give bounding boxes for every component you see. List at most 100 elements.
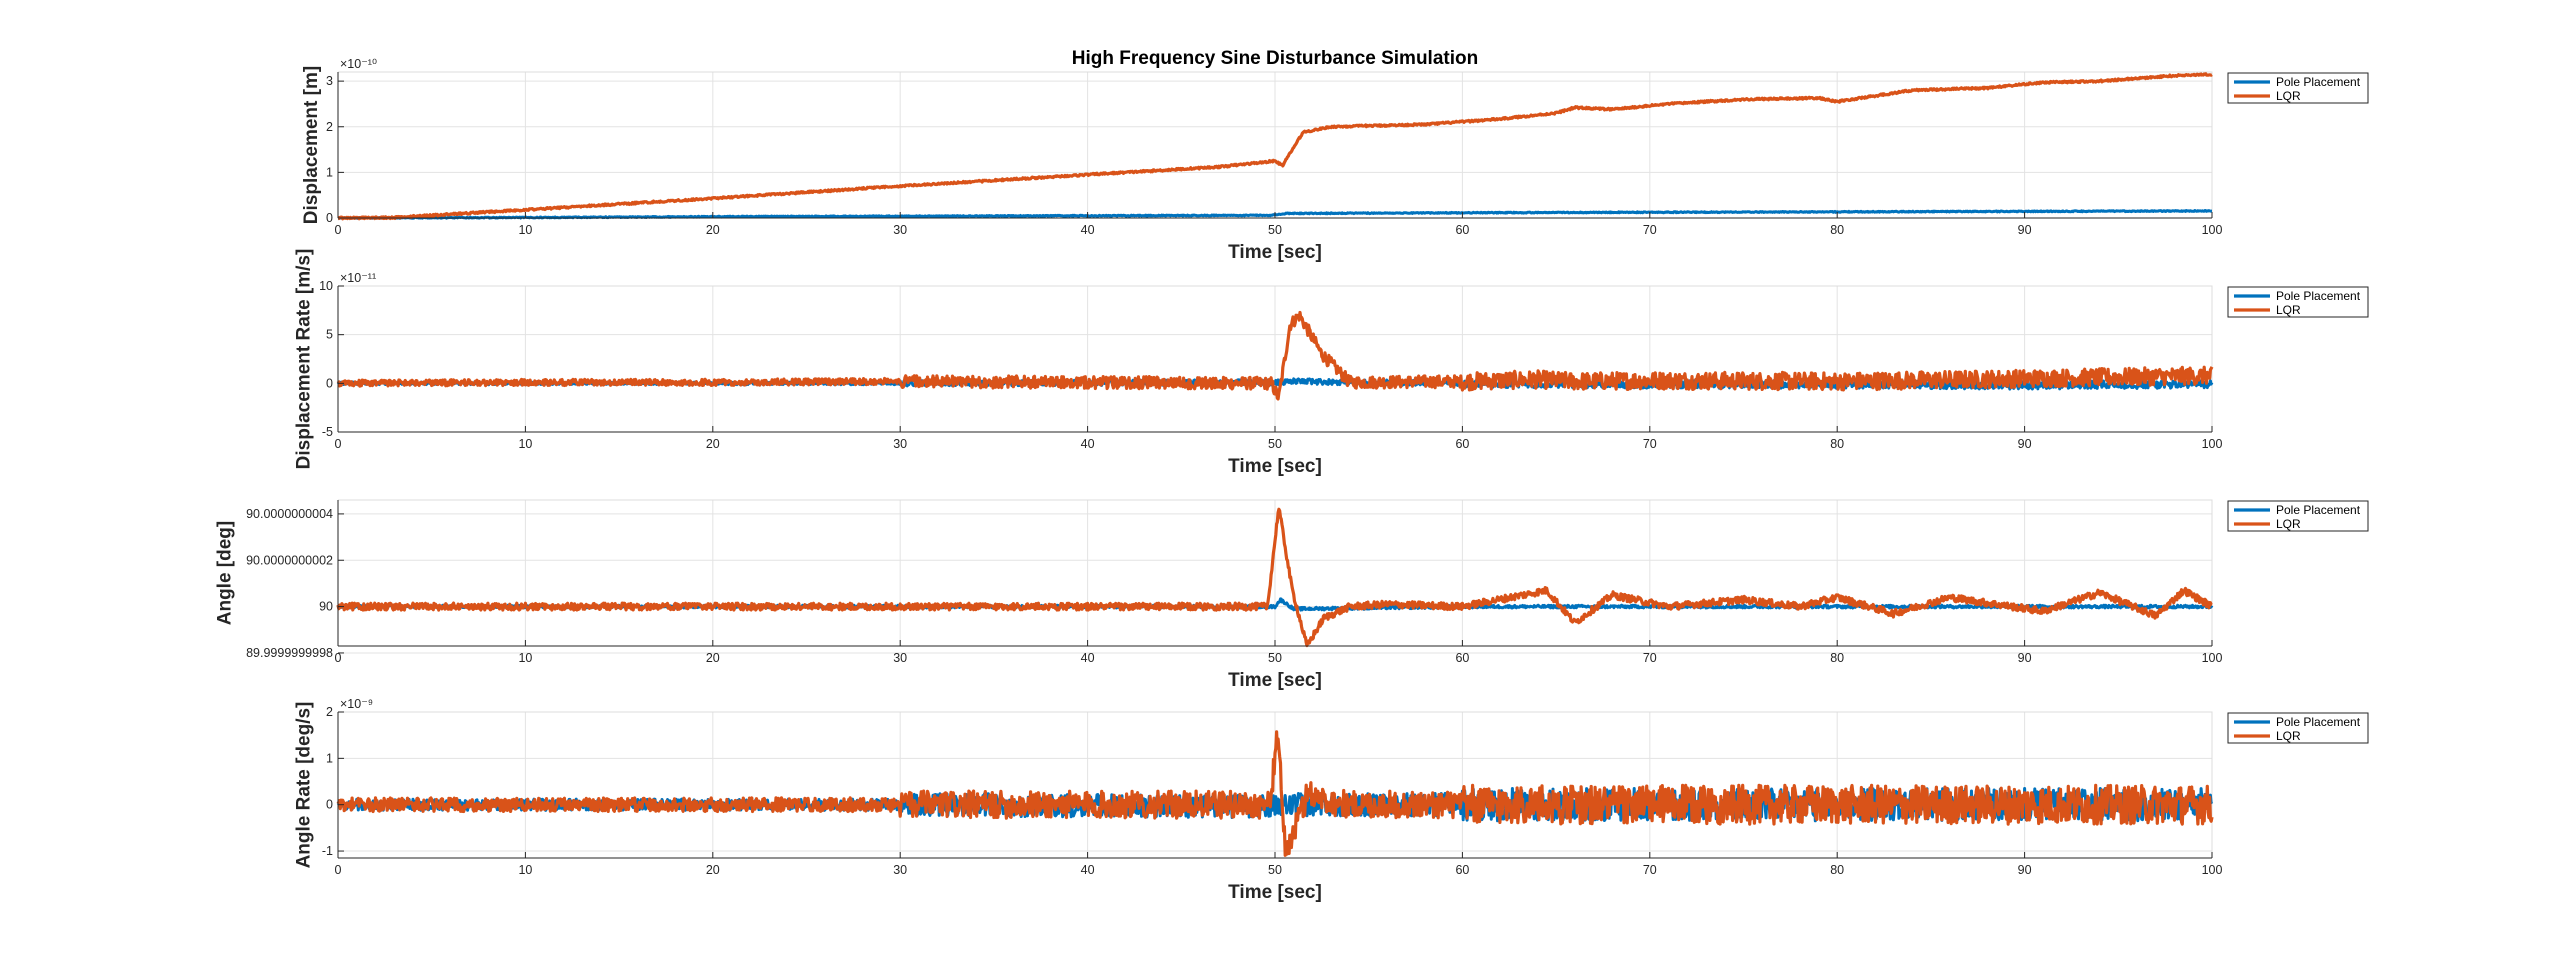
y-tick-label: 90.0000000002 (246, 553, 333, 567)
y-exponent-label: ×10⁻¹¹ (340, 271, 376, 285)
x-tick-label: 60 (1455, 223, 1469, 237)
x-tick-label: 20 (706, 863, 720, 877)
y-tick-label: 3 (326, 74, 333, 88)
x-tick-label: 60 (1455, 863, 1469, 877)
legend-entry: Pole Placement (2276, 289, 2361, 303)
y-tick-label: 1 (326, 165, 333, 179)
subplot-1: 0 10 20 30 40 50 60 70 80 90 100 0 1 2 3 ×10⁻¹⁰ Time [se… (301, 57, 2369, 263)
x-tick-label: 40 (1081, 651, 1095, 665)
x-axis-title: Time [sec] (1228, 242, 1322, 263)
figure-title: High Frequency Sine Disturbance Simulati… (1072, 48, 1478, 69)
x-tick-label: 70 (1643, 651, 1657, 665)
x-tick-label: 80 (1830, 863, 1844, 877)
axes-frame (338, 711, 2213, 858)
x-tick-label: 80 (1830, 651, 1844, 665)
x-tick-label: 10 (518, 651, 532, 665)
x-tick-label: 0 (335, 223, 342, 237)
legend-box (2227, 72, 2369, 104)
y-tick-label: 10 (319, 279, 333, 293)
x-tick-label: 50 (1268, 651, 1282, 665)
x-axis-title: Time [sec] (1228, 882, 1322, 903)
y-axis-title: Angle [deg] (214, 521, 235, 626)
x-tick-label: 30 (893, 223, 907, 237)
x-tick-label: 90 (2018, 863, 2032, 877)
y-tick-label: 2 (326, 120, 333, 134)
y-tick-label: -5 (322, 425, 333, 439)
y-tick-label: 90.0000000004 (246, 507, 333, 521)
x-axis-title: Time [sec] (1228, 456, 1322, 477)
legend-box (2227, 712, 2369, 744)
x-tick-label: 80 (1830, 437, 1844, 451)
x-tick-label: 20 (706, 223, 720, 237)
subplot-3: 0 10 20 30 40 50 60 70 80 90 100 89.9999999998 90 90.… (214, 499, 2369, 691)
x-tick-label: 70 (1643, 437, 1657, 451)
legend-box (2227, 286, 2369, 318)
x-tick-label: 50 (1268, 863, 1282, 877)
y-axis-title: Angle Rate [deg/s] (294, 702, 315, 869)
legend-entry: Pole Placement (2276, 75, 2361, 89)
x-tick-label: 60 (1455, 651, 1469, 665)
x-tick-label: 100 (2202, 651, 2223, 665)
x-tick-label: 50 (1268, 437, 1282, 451)
x-tick-label: 20 (706, 651, 720, 665)
y-tick-label: 2 (326, 705, 333, 719)
x-tick-label: 40 (1081, 223, 1095, 237)
series-line-lqr (336, 507, 2213, 648)
y-tick-label: 90 (319, 600, 333, 614)
legend-entry: LQR (2276, 303, 2301, 317)
y-exponent-label: ×10⁻⁹ (340, 697, 373, 711)
y-tick-label: 0 (326, 376, 333, 390)
x-tick-label: 40 (1081, 437, 1095, 451)
legend-entry: LQR (2276, 89, 2301, 103)
legend-entry: LQR (2276, 729, 2301, 743)
y-exponent-label: ×10⁻¹⁰ (340, 57, 377, 71)
x-axis-title: Time [sec] (1228, 670, 1322, 691)
x-tick-label: 20 (706, 437, 720, 451)
y-tick-label: 1 (326, 751, 333, 765)
x-tick-label: 0 (335, 651, 342, 665)
x-tick-label: 70 (1643, 863, 1657, 877)
x-tick-label: 10 (518, 863, 532, 877)
x-tick-label: 80 (1830, 223, 1844, 237)
x-tick-label: 100 (2202, 437, 2223, 451)
legend-entry: Pole Placement (2276, 503, 2361, 517)
x-tick-label: 30 (893, 651, 907, 665)
x-tick-label: 100 (2202, 223, 2223, 237)
legend-box (2227, 500, 2369, 532)
legend-entry: Pole Placement (2276, 715, 2361, 729)
axes-frame (338, 499, 2213, 646)
y-tick-label: 0 (326, 211, 333, 225)
x-tick-label: 40 (1081, 863, 1095, 877)
x-tick-label: 90 (2018, 437, 2032, 451)
x-tick-label: 10 (518, 437, 532, 451)
y-tick-label: -1 (322, 844, 333, 858)
y-tick-label: 0 (326, 798, 333, 812)
series-line-lqr (336, 310, 2214, 401)
legend-entry: LQR (2276, 517, 2301, 531)
y-axis-title: Displacement [m] (301, 66, 322, 224)
series-line-lqr (336, 730, 2214, 857)
x-tick-label: 30 (893, 437, 907, 451)
y-axis-title: Displacement Rate [m/s] (294, 249, 315, 470)
x-tick-label: 30 (893, 863, 907, 877)
series-line-lqr (337, 72, 2213, 221)
y-tick-label: 5 (326, 328, 333, 342)
axes-frame (338, 71, 2213, 218)
x-tick-label: 60 (1455, 437, 1469, 451)
y-tick-label: 89.9999999998 (246, 646, 333, 660)
x-tick-label: 90 (2018, 223, 2032, 237)
x-tick-label: 0 (335, 863, 342, 877)
x-tick-label: 50 (1268, 223, 1282, 237)
x-tick-label: 10 (518, 223, 532, 237)
x-tick-label: 100 (2202, 863, 2223, 877)
x-tick-label: 90 (2018, 651, 2032, 665)
x-tick-label: 0 (335, 437, 342, 451)
x-tick-label: 70 (1643, 223, 1657, 237)
